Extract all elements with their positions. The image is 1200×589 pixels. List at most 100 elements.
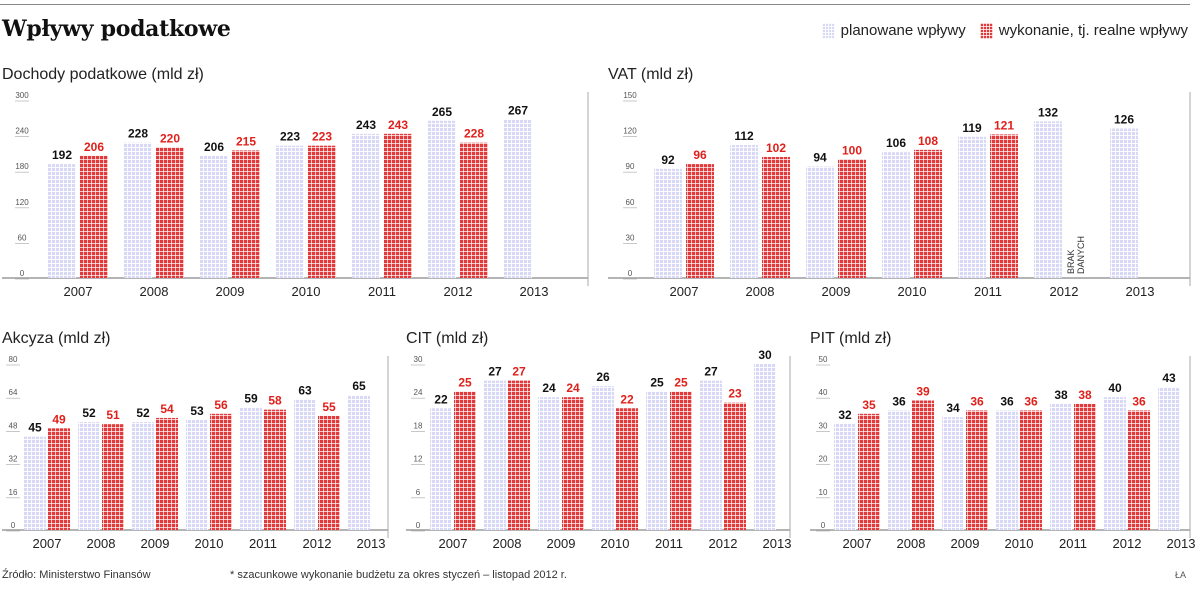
- vat-ytick-label: 60: [626, 198, 635, 207]
- dochody-ytick-label: 60: [18, 233, 27, 242]
- akcyza-bar-planned: [240, 407, 262, 530]
- akcyza-value-label-planned: 52: [136, 406, 150, 420]
- dochody-value-label-actual: 206: [84, 140, 104, 154]
- cit-category-label: 2011: [655, 536, 683, 551]
- cit-value-label-planned: 22: [434, 392, 448, 406]
- pit-category-label: 2012: [1113, 536, 1142, 551]
- akcyza-category-label: 2011: [249, 536, 277, 551]
- pit-value-label-planned: 40: [1108, 381, 1122, 395]
- dochody-value-label-actual: 228: [464, 127, 484, 141]
- dochody-category-label: 2013: [520, 284, 549, 299]
- cit-bar-actual: [724, 402, 746, 530]
- akcyza-bar-planned: [24, 436, 46, 530]
- pit-ytick-label: 20: [819, 455, 828, 464]
- akcyza-bar-actual: [102, 424, 124, 530]
- vat-bar-planned: [806, 166, 834, 278]
- dochody-value-label-planned: 243: [356, 118, 376, 132]
- cit-category-label: 2009: [547, 536, 576, 551]
- vat-category-label: 2010: [898, 284, 927, 299]
- cit-category-label: 2008: [493, 536, 522, 551]
- cit-bar-actual: [616, 408, 638, 530]
- vat-ytick-label: 90: [626, 162, 635, 171]
- pit-ytick-label: 50: [819, 355, 828, 364]
- pit-category-label: 2009: [951, 536, 980, 551]
- pit-bar-planned: [996, 410, 1018, 530]
- pit-bar-planned: [1104, 397, 1126, 530]
- cit-bar-planned: [646, 391, 668, 530]
- cit-bar-planned: [538, 397, 560, 530]
- vat-value-label-actual: 102: [766, 141, 786, 155]
- pit-category-label: 2008: [897, 536, 926, 551]
- cit-bar-planned: [754, 364, 776, 530]
- akcyza-bar-planned: [132, 422, 154, 530]
- dochody-ytick-label: 300: [15, 91, 29, 100]
- vat-value-label-actual: 108: [918, 134, 938, 148]
- pit-value-label-actual: 35: [862, 398, 876, 412]
- cit-bar-actual: [670, 391, 692, 530]
- cit-bar-planned: [484, 380, 506, 530]
- pit-value-label-actual: 36: [1024, 394, 1038, 408]
- pit-bar-actual: [858, 413, 880, 530]
- dochody-value-label-planned: 267: [508, 104, 528, 118]
- dochody-bar-actual: [384, 133, 412, 278]
- pit-value-label-planned: 38: [1054, 388, 1068, 402]
- dochody-category-label: 2012: [444, 284, 473, 299]
- akcyza-category-label: 2009: [141, 536, 170, 551]
- cit-value-label-planned: 30: [758, 348, 772, 362]
- dochody-ytick-label: 240: [15, 127, 29, 136]
- akcyza-value-label-planned: 65: [352, 379, 366, 393]
- akcyza-value-label-actual: 49: [52, 412, 66, 426]
- top-rule: [0, 4, 1190, 5]
- vat-ytick-label: 120: [623, 127, 637, 136]
- vat-category-label: 2008: [746, 284, 775, 299]
- legend: planowane wpływy wykonanie, tj. realne w…: [808, 22, 1188, 39]
- vat-value-label-planned: 92: [661, 153, 675, 167]
- cit-bar-planned: [700, 380, 722, 530]
- cit-ytick-label: 0: [416, 521, 421, 530]
- dochody-value-label-actual: 215: [236, 134, 256, 148]
- cit-bar-actual: [508, 380, 530, 530]
- legend-label-actual: wykonanie, tj. realne wpływy: [998, 22, 1188, 39]
- vat-category-label: 2012: [1050, 284, 1079, 299]
- source-note: Źródło: Ministerstwo Finansów: [2, 569, 151, 581]
- dochody-category-label: 2011: [368, 284, 396, 299]
- akcyza-category-label: 2010: [195, 536, 224, 551]
- dochody-bar-planned: [352, 133, 380, 278]
- pit-value-label-planned: 32: [838, 408, 852, 422]
- pit-ytick-label: 30: [819, 421, 828, 430]
- cit-ytick-label: 18: [414, 421, 423, 430]
- dochody-value-label-actual: 220: [160, 131, 180, 145]
- akcyza-value-label-actual: 55: [322, 400, 336, 414]
- pit-ytick-label: 10: [819, 488, 828, 497]
- legend-item-planned: planowane wpływy: [821, 22, 966, 39]
- dochody-bar-actual: [232, 150, 260, 278]
- vat-bar-planned: [730, 145, 758, 278]
- dochody-ytick-label: 120: [15, 198, 29, 207]
- akcyza-value-label-planned: 53: [190, 404, 204, 418]
- dochody-bar-actual: [460, 142, 488, 278]
- vat-value-label-planned: 126: [1114, 112, 1134, 126]
- dochody-bar-actual: [156, 147, 184, 278]
- pit-value-label-planned: 43: [1162, 371, 1176, 385]
- author-credit: ŁA: [1174, 570, 1186, 580]
- page-title: Wpływy podatkowe: [2, 16, 231, 42]
- dochody-bar-actual: [80, 155, 108, 278]
- akcyza-ytick-label: 64: [9, 388, 18, 397]
- dochody-bar-actual: [308, 145, 336, 278]
- akcyza-bar-actual: [210, 413, 232, 530]
- vat-ytick-label: 0: [628, 269, 633, 278]
- cit-value-label-actual: 25: [674, 376, 688, 390]
- cit-category-label: 2007: [439, 536, 468, 551]
- pit-value-label-actual: 39: [916, 385, 930, 399]
- vat-value-label-planned: 106: [886, 136, 906, 150]
- cit-category-label: 2010: [601, 536, 630, 551]
- akcyza-bar-actual: [318, 415, 340, 530]
- pit-bar-planned: [1158, 387, 1180, 530]
- pit-value-label-planned: 36: [1000, 394, 1014, 408]
- legend-swatch-planned: [821, 22, 835, 39]
- dochody-bar-planned: [200, 155, 228, 278]
- dochody-bar-planned: [276, 145, 304, 278]
- akcyza-bar-planned: [78, 422, 100, 530]
- dochody-bar-planned: [48, 164, 76, 278]
